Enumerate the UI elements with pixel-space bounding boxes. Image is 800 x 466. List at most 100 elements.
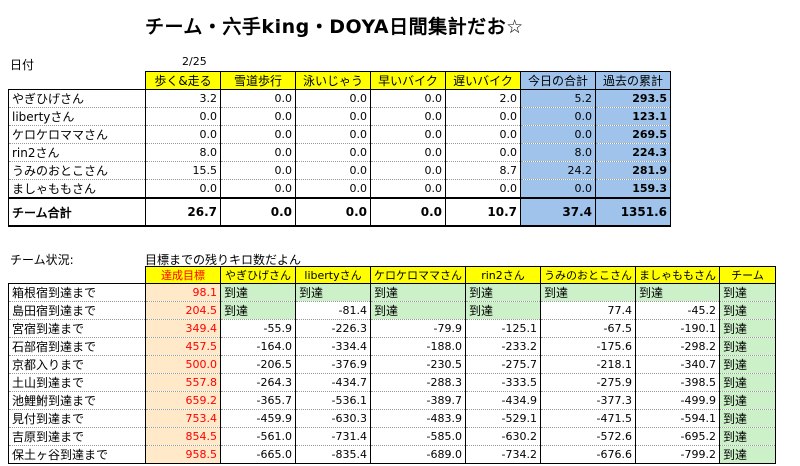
remaining-cell: -175.6 bbox=[540, 337, 636, 356]
remaining-cell: -275.7 bbox=[465, 355, 541, 374]
header-team: チーム bbox=[719, 266, 776, 284]
remaining-cell: -734.2 bbox=[465, 445, 541, 464]
remaining-cell: 到達 bbox=[465, 283, 541, 302]
remaining-cell: -585.0 bbox=[370, 427, 466, 446]
corner-cell bbox=[8, 266, 146, 284]
value-cell: 24.2 bbox=[520, 161, 596, 180]
remaining-cell: 到達 bbox=[719, 301, 776, 320]
remaining-cell: -365.7 bbox=[220, 391, 296, 410]
table-row: 見付到達まで 753.4 -459.9 -630.3 -483.9 -529.1 -471.… bbox=[8, 409, 776, 428]
goal-distance: 753.4 bbox=[145, 409, 221, 428]
remaining-cell: -499.9 bbox=[635, 391, 720, 410]
member-name: ましゃももさん bbox=[8, 179, 146, 199]
value-cell: 123.1 bbox=[595, 107, 671, 126]
remaining-cell: 到達 bbox=[370, 301, 466, 320]
table-row: 土山到達まで 557.8 -264.3 -434.7 -288.3 -333.5 -275.… bbox=[8, 373, 776, 392]
status-label: チーム状況: bbox=[10, 253, 74, 267]
value-cell: 0.0 bbox=[520, 179, 596, 199]
header-liberty: libertyさん bbox=[295, 266, 371, 284]
remaining-cell: -55.9 bbox=[220, 319, 296, 338]
value-cell: 0.0 bbox=[295, 89, 371, 108]
remaining-cell: -799.2 bbox=[635, 445, 720, 464]
remaining-cell: -125.1 bbox=[465, 319, 541, 338]
remaining-cell: 到達 bbox=[719, 391, 776, 410]
milestone-name: 見付到達まで bbox=[8, 409, 146, 428]
table-row: 石部宿到達まで 457.5 -164.0 -334.4 -188.0 -233.2 -175… bbox=[8, 337, 776, 356]
milestone-name: 京都入りまで bbox=[8, 355, 146, 374]
remaining-cell: 到達 bbox=[220, 301, 296, 320]
remaining-cell: -226.3 bbox=[295, 319, 371, 338]
milestone-name: 箱根宿到達まで bbox=[8, 283, 146, 302]
table-row: やぎひげさん 3.2 0.0 0.0 0.0 2.0 5.2 293.5 bbox=[8, 89, 671, 108]
remaining-cell: -79.9 bbox=[370, 319, 466, 338]
remaining-cell: -188.0 bbox=[370, 337, 466, 356]
header-snow-walk: 雪道歩行 bbox=[220, 71, 296, 90]
value-cell: 0.0 bbox=[220, 107, 296, 126]
daily-table: 歩く&走る 雪道歩行 泳いじゃう 早いバイク 遅いバイク 今日の合計 過去の累計… bbox=[8, 71, 671, 227]
value-cell: 0.0 bbox=[145, 107, 221, 126]
remaining-cell: -67.5 bbox=[540, 319, 636, 338]
remaining-cell: -459.9 bbox=[220, 409, 296, 428]
value-cell: 269.5 bbox=[595, 125, 671, 144]
remaining-cell: -164.0 bbox=[220, 337, 296, 356]
value-cell: 0.0 bbox=[370, 89, 446, 108]
value-cell: 281.9 bbox=[595, 161, 671, 180]
remaining-cell: -190.1 bbox=[635, 319, 720, 338]
member-name: libertyさん bbox=[8, 107, 146, 126]
remaining-cell: -218.1 bbox=[540, 355, 636, 374]
remaining-cell: -471.5 bbox=[540, 409, 636, 428]
table-row: ましゃももさん 0.0 0.0 0.0 0.0 0.0 0.0 159.3 bbox=[8, 179, 671, 199]
table-row: libertyさん 0.0 0.0 0.0 0.0 0.0 0.0 123.1 bbox=[8, 107, 671, 126]
value-cell: 0.0 bbox=[520, 107, 596, 126]
goal-table: 達成目標 やぎひげさん libertyさん ケロケロママさん rin2さん うみ… bbox=[8, 266, 776, 464]
value-cell: 159.3 bbox=[595, 179, 671, 199]
remaining-cell: -334.4 bbox=[295, 337, 371, 356]
header-mashamomo: ましゃももさん bbox=[635, 266, 720, 284]
corner-cell bbox=[8, 71, 146, 90]
remaining-cell: 到達 bbox=[719, 445, 776, 464]
value-cell: 0.0 bbox=[220, 179, 296, 199]
milestone-name: 土山到達まで bbox=[8, 373, 146, 392]
remaining-cell: -206.5 bbox=[220, 355, 296, 374]
remaining-cell: -340.7 bbox=[635, 355, 720, 374]
header-rin2: rin2さん bbox=[465, 266, 541, 284]
value-cell: 224.3 bbox=[595, 143, 671, 162]
goal-distance: 204.5 bbox=[145, 301, 221, 320]
goal-distance: 854.5 bbox=[145, 427, 221, 446]
header-goal: 達成目標 bbox=[145, 266, 221, 284]
header-fast-bike: 早いバイク bbox=[370, 71, 446, 90]
goal-distance: 500.0 bbox=[145, 355, 221, 374]
team-total-label: チーム合計 bbox=[8, 197, 146, 227]
remaining-cell: -298.2 bbox=[635, 337, 720, 356]
remaining-cell: 77.4 bbox=[540, 301, 636, 320]
date-value: 2/25 bbox=[182, 55, 207, 68]
table-row: 吉原到達まで 854.5 -561.0 -731.4 -585.0 -630.2 -572.… bbox=[8, 427, 776, 446]
team-total-value: 26.7 bbox=[145, 197, 221, 227]
milestone-name: 石部宿到達まで bbox=[8, 337, 146, 356]
remaining-cell: 到達 bbox=[220, 283, 296, 302]
remaining-cell: 到達 bbox=[719, 373, 776, 392]
value-cell: 8.0 bbox=[145, 143, 221, 162]
remaining-cell: -377.3 bbox=[540, 391, 636, 410]
value-cell: 0.0 bbox=[145, 179, 221, 199]
goal-distance: 659.2 bbox=[145, 391, 221, 410]
value-cell: 2.0 bbox=[445, 89, 521, 108]
value-cell: 0.0 bbox=[295, 161, 371, 180]
value-cell: 0.0 bbox=[220, 143, 296, 162]
table-row: 宮宿到達まで 349.4 -55.9 -226.3 -79.9 -125.1 -67.5 -1… bbox=[8, 319, 776, 338]
header-swim: 泳いじゃう bbox=[295, 71, 371, 90]
remaining-cell: -835.4 bbox=[295, 445, 371, 464]
remaining-cell: -434.9 bbox=[465, 391, 541, 410]
team-total-value: 0.0 bbox=[370, 197, 446, 227]
remaining-cell: -561.0 bbox=[220, 427, 296, 446]
value-cell: 0.0 bbox=[295, 143, 371, 162]
remaining-cell: 到達 bbox=[465, 301, 541, 320]
remaining-cell: -731.4 bbox=[295, 427, 371, 446]
value-cell: 0.0 bbox=[445, 179, 521, 199]
value-cell: 0.0 bbox=[370, 125, 446, 144]
page-title: チーム・六手king・DOYA日間集計だお☆ bbox=[145, 16, 524, 38]
remaining-cell: -689.0 bbox=[370, 445, 466, 464]
table-row: 池鯉鮒到達まで 659.2 -365.7 -536.1 -389.7 -434.9 -377… bbox=[8, 391, 776, 410]
remaining-cell: -288.3 bbox=[370, 373, 466, 392]
value-cell: 8.7 bbox=[445, 161, 521, 180]
